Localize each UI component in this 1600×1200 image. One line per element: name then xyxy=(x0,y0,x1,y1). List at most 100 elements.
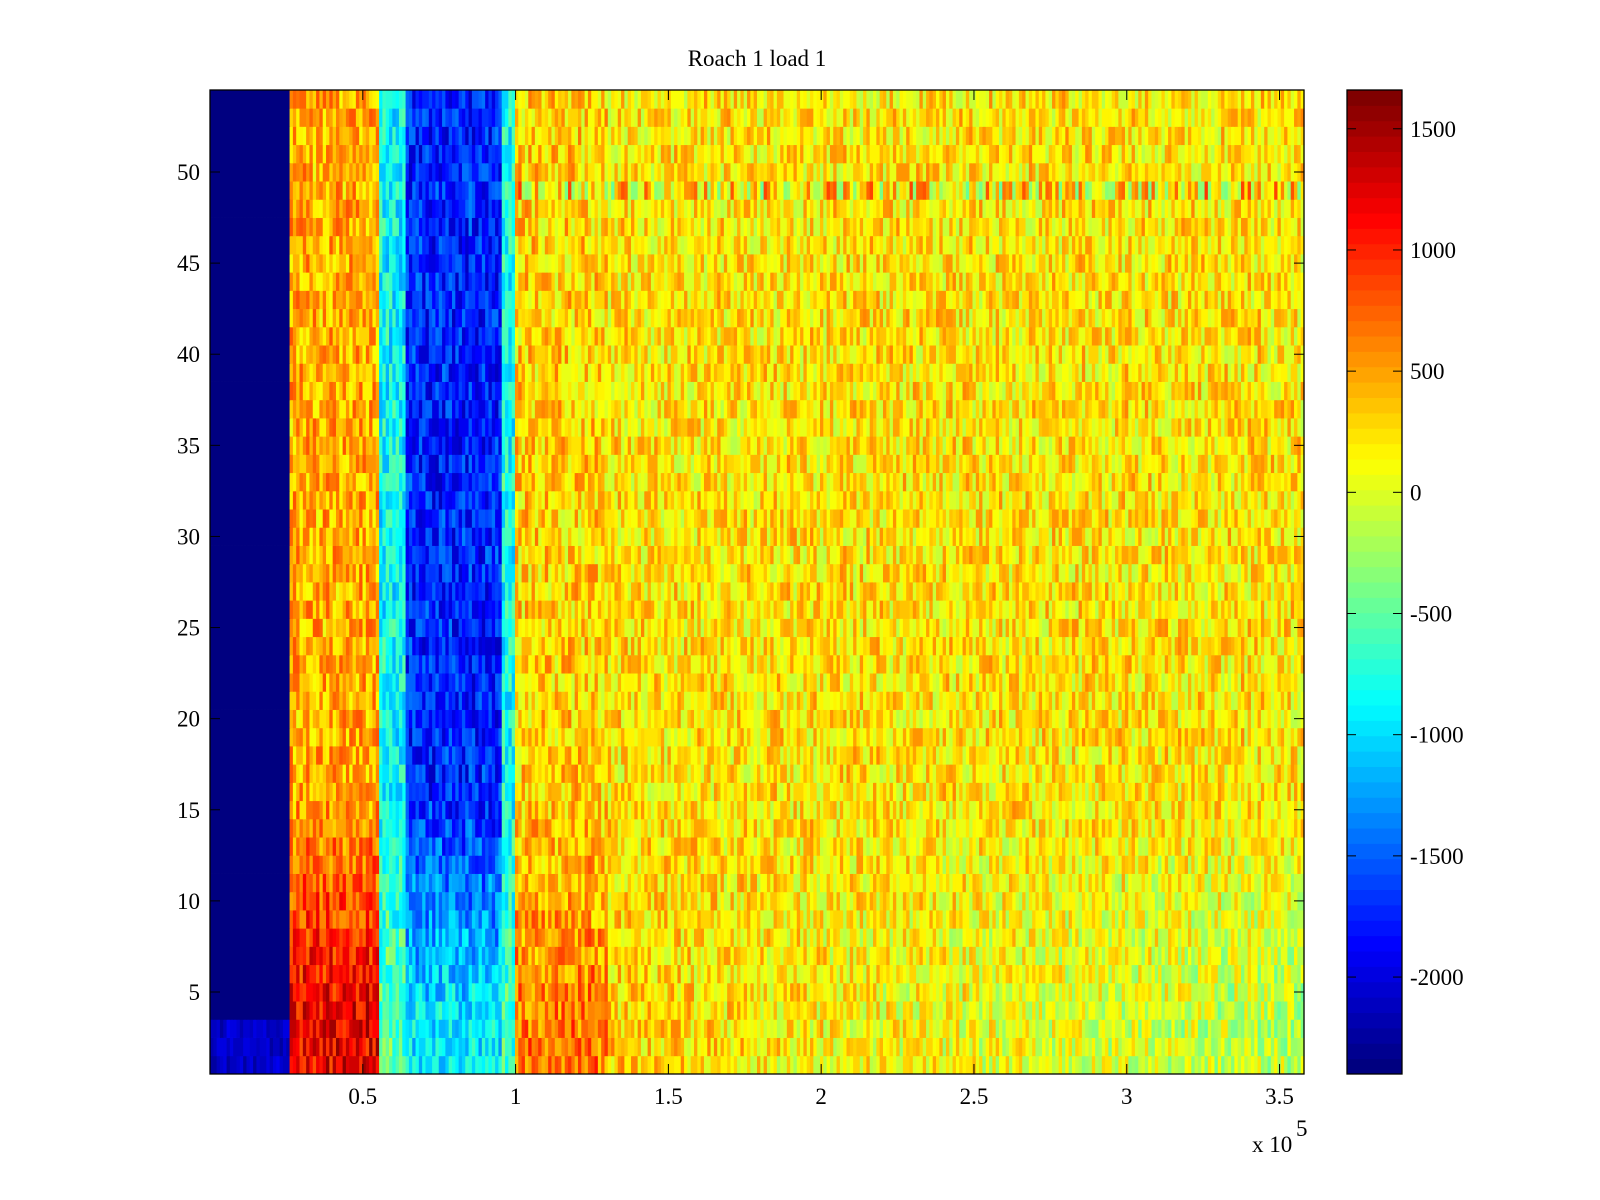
heat-cell xyxy=(1085,855,1090,874)
heat-cell xyxy=(584,1055,589,1075)
heat-cell xyxy=(445,891,450,911)
heat-cell xyxy=(919,800,924,820)
heat-cell xyxy=(365,946,370,966)
heat-cell xyxy=(1234,982,1239,1002)
heat-cell xyxy=(352,1001,357,1020)
heat-cell xyxy=(249,782,254,802)
heat-cell xyxy=(1217,1037,1222,1057)
heat-cell xyxy=(471,891,476,911)
heat-cell xyxy=(1071,800,1076,820)
heat-cell xyxy=(1151,1055,1156,1075)
heat-cell xyxy=(342,891,347,911)
heat-cell xyxy=(631,910,635,929)
heat-cell xyxy=(518,818,523,838)
heat-cell xyxy=(412,855,417,874)
heat-cell xyxy=(866,910,871,929)
heat-cell xyxy=(999,982,1003,1002)
heat-cell xyxy=(385,1037,390,1057)
heat-cell xyxy=(1287,1055,1292,1075)
heat-cell xyxy=(1204,946,1209,966)
heat-cell xyxy=(1187,946,1192,966)
heat-cell xyxy=(395,910,400,929)
heat-cell xyxy=(1201,855,1206,874)
heat-cell xyxy=(1151,946,1156,966)
heat-cell xyxy=(243,910,248,929)
heat-cell xyxy=(1068,891,1073,911)
heat-cell xyxy=(849,1055,854,1075)
heat-cell xyxy=(1194,964,1199,984)
heat-cell xyxy=(932,964,937,984)
heat-cell xyxy=(1065,1001,1070,1020)
heat-cell xyxy=(1221,1037,1226,1057)
heat-cell xyxy=(1254,837,1259,856)
heat-cell xyxy=(813,800,818,820)
heat-cell xyxy=(256,873,261,893)
heat-cell xyxy=(531,891,536,911)
heat-cell xyxy=(717,1037,722,1057)
heat-cell xyxy=(1002,946,1007,966)
heat-cell xyxy=(1244,982,1249,1002)
heat-cell xyxy=(425,1019,430,1038)
heat-cell xyxy=(1118,910,1123,929)
heat-cell xyxy=(843,818,848,838)
heat-cell xyxy=(256,891,261,911)
heat-cell xyxy=(389,928,393,947)
heat-cell xyxy=(342,782,347,802)
heat-cell xyxy=(256,1037,261,1057)
heat-cell xyxy=(316,1037,320,1057)
heat-cell xyxy=(989,800,993,820)
heat-cell xyxy=(514,818,519,838)
heat-cell xyxy=(1128,964,1133,984)
heat-cell xyxy=(448,1037,453,1057)
heat-cell xyxy=(654,946,659,966)
heat-cell xyxy=(873,1001,877,1020)
heat-cell xyxy=(1098,964,1103,984)
heat-cell xyxy=(508,855,513,874)
heat-cell xyxy=(335,946,340,966)
heat-cell xyxy=(829,1019,834,1038)
heat-cell xyxy=(1231,1037,1235,1057)
heat-cell xyxy=(279,891,284,911)
heat-cell xyxy=(465,946,470,966)
heat-cell xyxy=(1058,1019,1063,1038)
heat-cell xyxy=(309,910,314,929)
heat-cell xyxy=(478,1001,483,1020)
heat-cell xyxy=(1280,928,1285,947)
heat-cell xyxy=(551,1055,556,1075)
heat-cell xyxy=(819,928,824,947)
heat-cell xyxy=(481,800,486,820)
heat-cell xyxy=(332,1055,337,1075)
heat-cell xyxy=(657,891,662,911)
heat-cell xyxy=(707,946,712,966)
heat-cell xyxy=(395,837,400,856)
heat-cell xyxy=(806,910,811,929)
heat-cell xyxy=(1284,1055,1289,1075)
heat-cell xyxy=(796,928,801,947)
heat-cell xyxy=(226,982,231,1002)
heat-cell xyxy=(415,1019,420,1038)
heat-cell xyxy=(790,1055,795,1075)
heat-cell xyxy=(1032,837,1037,856)
heat-cell xyxy=(458,855,463,874)
heat-cell xyxy=(819,1019,824,1038)
heat-cell xyxy=(233,1037,238,1057)
heat-cell xyxy=(263,855,267,874)
heat-cell xyxy=(879,982,884,1002)
heat-cell xyxy=(697,891,702,911)
heat-cell xyxy=(236,818,241,838)
heat-cell xyxy=(926,1037,930,1057)
heat-cell xyxy=(773,1055,778,1075)
heat-cell xyxy=(703,800,708,820)
heat-cell xyxy=(438,837,443,856)
heat-cell xyxy=(349,800,354,820)
heat-cell xyxy=(587,818,592,838)
heat-cell xyxy=(667,1037,672,1057)
heat-cell xyxy=(1071,837,1076,856)
heat-cell xyxy=(889,982,894,1002)
heat-cell xyxy=(266,1037,271,1057)
heat-cell xyxy=(859,800,864,820)
heat-cell xyxy=(355,855,360,874)
heat-cell xyxy=(1264,1055,1269,1075)
heat-cell xyxy=(650,1019,655,1038)
heat-cell xyxy=(316,1001,320,1020)
